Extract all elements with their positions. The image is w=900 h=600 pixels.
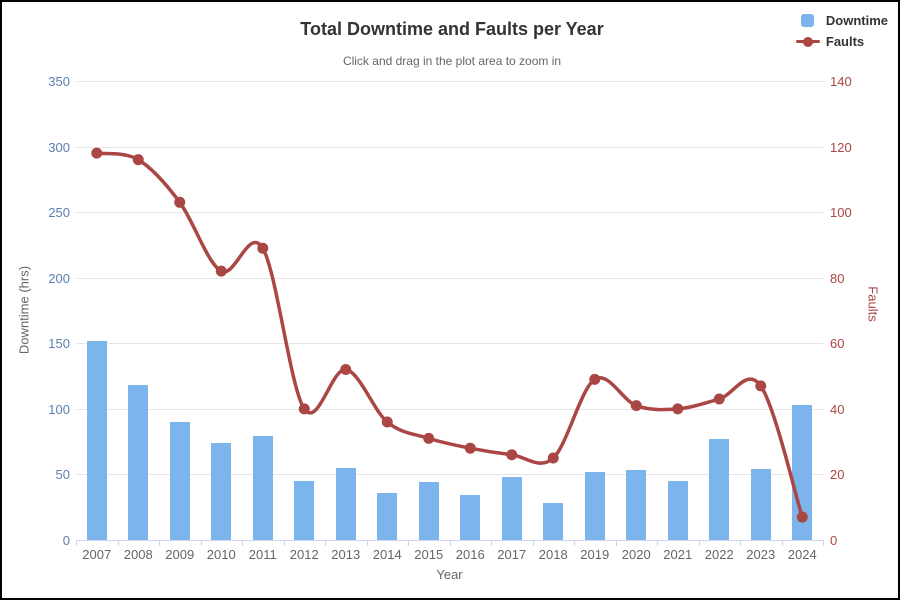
faults-point-2010[interactable]: [215, 265, 227, 277]
faults-point-2019[interactable]: [589, 373, 601, 385]
x-axis-tick: [408, 540, 409, 546]
y-axis-label-left: 250: [48, 205, 70, 221]
x-axis-label: 2019: [580, 547, 610, 562]
y-axis-label-right: 80: [830, 270, 845, 286]
faults-point-2014[interactable]: [381, 416, 393, 428]
faults-point-2012[interactable]: [298, 403, 310, 415]
y-axis-label-right: 140: [830, 74, 852, 89]
faults-point-2009[interactable]: [174, 196, 186, 208]
y-axis-label-right: 100: [830, 205, 852, 221]
x-axis-tick: [325, 540, 326, 546]
faults-point-2024[interactable]: [796, 511, 808, 523]
x-axis-tick: [574, 540, 575, 546]
x-axis-tick: [242, 540, 243, 546]
x-axis-label: 2008: [123, 547, 153, 562]
x-axis-tick: [823, 540, 824, 546]
legend-label-faults: Faults: [825, 34, 865, 49]
y-axis-label-right: 20: [830, 467, 845, 483]
x-axis-label: 2016: [455, 547, 485, 562]
legend: Downtime Faults: [795, 10, 888, 52]
faults-point-2011[interactable]: [257, 242, 269, 254]
y-axis-title-right: Faults: [865, 286, 881, 322]
faults-point-2022[interactable]: [713, 393, 725, 405]
x-axis-tick: [698, 540, 700, 546]
faults-point-2008[interactable]: [132, 154, 144, 166]
x-axis-label: 2022: [704, 547, 734, 562]
x-axis-tick: [159, 540, 160, 546]
x-axis-tick: [781, 540, 783, 546]
x-axis-tick: [615, 540, 617, 546]
x-axis-label: 2023: [746, 547, 776, 562]
x-axis-tick: [283, 540, 285, 546]
x-axis-label: 2010: [206, 547, 236, 562]
x-axis-label: 2020: [621, 547, 651, 562]
y-axis-label-right: 60: [830, 336, 845, 352]
legend-item-downtime[interactable]: Downtime: [795, 10, 888, 31]
x-axis-tick: [657, 540, 658, 546]
x-axis-title: Year: [436, 567, 463, 582]
y-axis-label-right: 120: [830, 139, 852, 155]
y-axis-label-left: 300: [48, 139, 70, 155]
faults-point-2020[interactable]: [630, 400, 642, 412]
chart-subtitle: Click and drag in the plot area to zoom …: [342, 54, 562, 68]
x-axis-label: 2021: [663, 547, 693, 562]
x-axis-tick: [200, 540, 202, 546]
legend-label-downtime: Downtime: [825, 13, 888, 28]
faults-point-2021[interactable]: [672, 403, 684, 415]
x-axis-tick: [491, 540, 492, 546]
y-axis-label-left: 150: [48, 336, 70, 352]
faults-point-2017[interactable]: [506, 449, 518, 461]
y-axis-label-left: 350: [48, 74, 70, 89]
x-axis-label: 2014: [372, 547, 402, 562]
faults-point-2018[interactable]: [547, 452, 559, 464]
x-axis-tick: [76, 540, 77, 546]
faults-point-2007[interactable]: [91, 147, 103, 159]
x-axis-label: 2017: [497, 547, 527, 562]
x-axis-label: 2009: [165, 547, 195, 562]
y-axis-label-left: 50: [55, 467, 70, 483]
line-series-icon: [795, 35, 821, 49]
x-axis-tick: [366, 540, 368, 546]
faults-point-2023[interactable]: [755, 380, 767, 392]
gridline: [76, 146, 823, 148]
x-axis-label: 2011: [248, 547, 277, 562]
column-series-icon: [795, 14, 821, 27]
x-axis-tick: [449, 540, 451, 546]
y-axis-label-left: 100: [48, 401, 70, 417]
y-axis-label-left: 200: [48, 270, 70, 286]
x-axis-tick: [740, 540, 741, 546]
faults-point-2016[interactable]: [464, 442, 476, 454]
x-axis-label: 2012: [289, 547, 319, 562]
x-axis-tick: [117, 540, 119, 546]
x-axis-label: 2015: [414, 547, 444, 562]
x-axis-label: 2018: [538, 547, 568, 562]
x-axis-label: 2024: [787, 547, 817, 562]
plot-area[interactable]: [76, 81, 823, 540]
x-axis-tick: [532, 540, 534, 546]
faults-point-2013[interactable]: [340, 364, 352, 376]
chart-title: Total Downtime and Faults per Year: [300, 19, 604, 39]
gridline: [76, 81, 823, 82]
legend-item-faults[interactable]: Faults: [795, 31, 888, 52]
y-axis-label-left: 0: [62, 533, 70, 548]
faults-point-2015[interactable]: [423, 432, 435, 444]
y-axis-label-right: 0: [830, 533, 838, 548]
y-axis-label-right: 40: [830, 401, 845, 417]
x-axis-label: 2013: [331, 547, 361, 562]
x-axis-label: 2007: [82, 547, 112, 562]
